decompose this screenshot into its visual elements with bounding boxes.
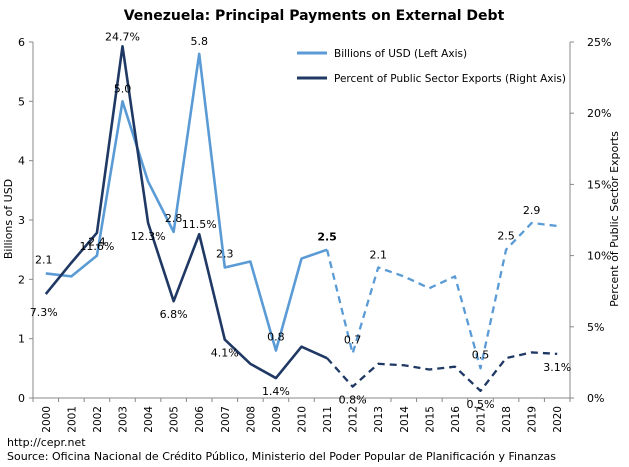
x-tick-label: 2001 (66, 406, 78, 433)
data-label: 2.5 (317, 231, 337, 244)
data-label: 0.8% (339, 394, 367, 407)
data-label: 2.1 (35, 253, 53, 266)
legend: Billions of USD (Left Axis) Percent of Pu… (297, 48, 566, 85)
left-tick-label: 0 (18, 392, 25, 405)
legend-usd-label: Billions of USD (Left Axis) (334, 48, 467, 60)
x-tick-label: 2020 (552, 406, 564, 433)
data-label: 11.6% (79, 240, 114, 253)
data-label: 12.3% (131, 230, 166, 243)
right-tick-label: 25% (587, 36, 611, 49)
x-tick-label: 2005 (169, 406, 181, 433)
x-tick-label: 2014 (399, 406, 411, 433)
x-tick-label: 2006 (194, 406, 206, 433)
x-tick-label: 2002 (92, 406, 104, 433)
chart-title: Venezuela: Principal Payments on Externa… (124, 8, 505, 24)
left-axis: 0 1 2 3 4 5 6 (18, 36, 33, 405)
series-usd-projected-line (325, 221, 558, 370)
footer-url: http://cepr.net (7, 436, 86, 449)
left-tick-label: 1 (18, 333, 25, 346)
right-axis: 0% 5% 10% 15% 20% 25% (570, 36, 611, 405)
x-tick-label: 2013 (373, 406, 385, 433)
right-tick-label: 10% (587, 250, 611, 263)
data-label: 0.7 (344, 334, 362, 347)
right-tick-label: 20% (587, 107, 611, 120)
data-label: 7.3% (30, 306, 58, 319)
left-tick-label: 5 (18, 95, 25, 108)
left-tick-label: 2 (18, 273, 25, 286)
x-tick-label: 2011 (322, 406, 334, 433)
series-exports-actual-line (44, 44, 328, 380)
data-labels: 2.1 2.4 5.0 2.8 5.8 2.3 0.8 2.5 0.7 2.1 0.5 2.5 2.9 7… (30, 30, 571, 411)
x-axis: 2000 2001 2002 2003 2004 2005 2006 2007 2008 2009… (32, 398, 571, 433)
data-label: 11.5% (182, 218, 217, 231)
right-tick-label: 0% (587, 392, 604, 405)
y-axis-left-label: Billions of USD (2, 179, 15, 259)
x-tick-label: 2003 (118, 406, 130, 433)
data-label: 2.8 (165, 212, 183, 225)
data-label: 3.1% (543, 361, 571, 374)
x-tick-label: 2010 (297, 406, 309, 433)
left-tick-label: 3 (18, 214, 25, 227)
x-tick-label: 2016 (450, 406, 462, 433)
x-tick-label: 2015 (424, 406, 436, 433)
data-label: 0.5 (472, 348, 490, 361)
data-label: 2.5 (497, 230, 515, 243)
x-tick-label: 2017 (476, 406, 488, 433)
data-label: 0.8 (267, 331, 285, 344)
data-label: 0.5% (467, 398, 495, 411)
series-usd-actual-line (45, 52, 328, 352)
x-tick-label: 2004 (143, 406, 155, 433)
y-axis-right-label: Percent of Public Sector Exports (608, 131, 621, 307)
data-label: 2.1 (369, 248, 387, 261)
data-label: 5.8 (190, 35, 208, 48)
plot-frame (32, 42, 571, 399)
series-layer (44, 44, 558, 393)
data-label: 6.8% (160, 308, 188, 321)
footer-source: Source: Oficina Nacional de Crédito Públ… (7, 450, 557, 463)
data-label: 24.7% (105, 30, 140, 43)
right-tick-label: 15% (587, 178, 611, 191)
data-label: 4.1% (211, 347, 239, 360)
right-tick-label: 5% (587, 321, 604, 334)
data-label: 2.4 (88, 236, 106, 249)
data-label: 2.3 (216, 247, 234, 260)
left-tick-label: 6 (18, 36, 25, 49)
x-tick-label: 2007 (220, 406, 232, 433)
x-tick-label: 2000 (41, 406, 53, 433)
x-tick-label: 2012 (348, 406, 360, 433)
data-label: 2.9 (523, 204, 541, 217)
left-tick-label: 4 (18, 155, 25, 168)
x-tick-label: 2019 (527, 406, 539, 433)
data-label: 1.4% (262, 385, 290, 398)
series-exports-projected-line (326, 351, 558, 393)
x-tick-label: 2009 (271, 406, 283, 433)
legend-exports-label: Percent of Public Sector Exports (Right … (334, 73, 566, 85)
data-label: 5.0 (114, 82, 132, 95)
x-tick-label: 2008 (245, 406, 257, 433)
x-tick-label: 2018 (501, 406, 513, 433)
